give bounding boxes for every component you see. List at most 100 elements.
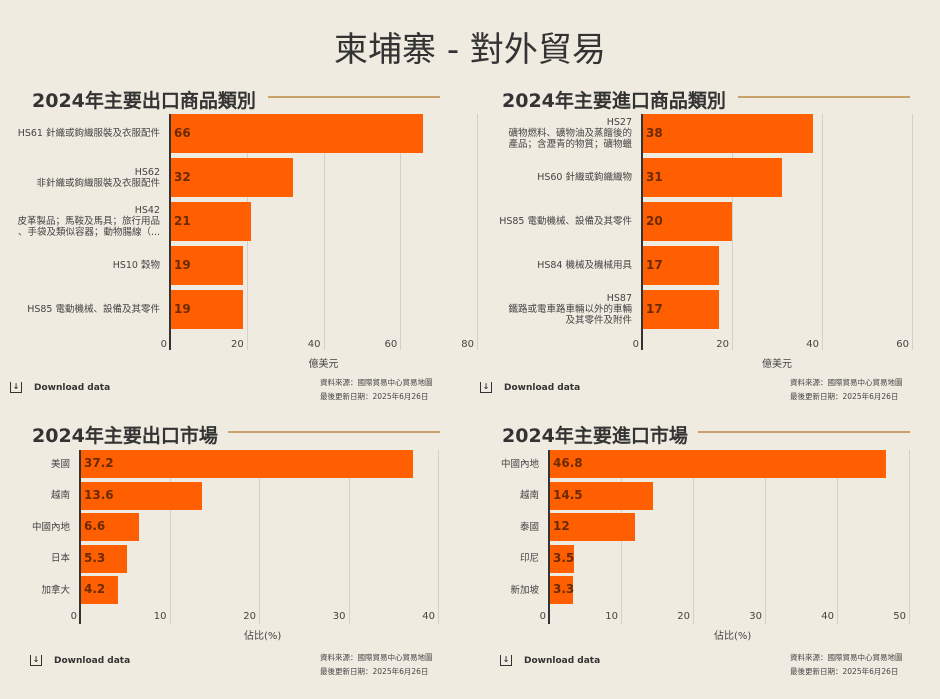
bar[interactable] [80,576,118,604]
tick-label: 40 [307,339,321,350]
bar[interactable] [170,246,243,285]
tick-label: 20 [677,611,690,622]
gridline [323,114,325,350]
download-data-button[interactable]: ↓ Download data [480,382,580,393]
category-label-line: 新加坡 [510,584,539,596]
bar[interactable] [80,481,202,510]
gridline [909,450,910,624]
source-note: 資料來源：國際貿易中心貿易地圖 最後更新日期：2025年6月26日 [790,651,903,679]
export-markets-chart: 2024年主要出口市場 0 10 20 30 40 37.2 美國 13.6 越南 6.6 中國內地 5… [0,425,440,679]
tick-label: 60 [384,339,398,350]
category-label-line: 中國內地 [31,521,70,533]
category-label: 越南 [470,482,539,510]
gridline [438,450,439,624]
bar[interactable] [642,246,719,285]
gridline [693,450,694,624]
tick-label: 50 [893,611,906,622]
category-label: HS87 鐵路或電車路車輛以外的車輛 及其零件及附件 [470,290,632,329]
category-label: 越南 [0,482,70,510]
bar[interactable] [642,290,719,329]
tick-label: 60 [896,339,909,350]
category-label-line: 越南 [50,490,70,501]
download-data-button[interactable]: ↓ Download data [500,655,600,666]
download-label: Download data [504,382,581,393]
import-markets-chart: 2024年主要進口市場 0 10 20 30 40 50 46.8 中國內地 14.5 越南 12 泰國… [470,0,940,699]
category-label-line: HS84 機械及機械用具 [537,260,632,271]
bar[interactable] [549,513,636,541]
tick-label: 10 [605,611,618,622]
bar[interactable] [549,576,573,604]
tick-label: 80 [461,339,474,350]
gridline [912,114,913,350]
chart-title: 2024年主要出口商品類別 [32,90,256,112]
tick-label: 0 [632,339,639,350]
bar-value-label: 14.5 [553,487,583,502]
bar-value-label: 32 [174,169,191,184]
bar[interactable] [549,481,654,510]
download-data-button[interactable]: ↓ Download data [30,655,130,666]
category-label-line: HS27 [606,117,632,128]
bar[interactable] [549,450,886,478]
source-note: 資料來源：國際貿易中心貿易地圖 最後更新日期：2025年6月26日 [320,651,433,679]
tick-label: 0 [70,611,77,622]
bar[interactable] [170,158,293,197]
category-label-line: HS10 穀物 [112,260,160,271]
category-label-line: HS61 針織或鉤織服裝及衣服配件 [17,128,160,139]
bar[interactable] [170,202,251,241]
bar-value-label: 46.8 [553,456,583,470]
bar-value-label: 19 [174,301,191,316]
source-note: 資料來源：國際貿易中心貿易地圖 最後更新日期：2025年6月26日 [790,376,903,404]
title-divider [228,431,440,433]
category-label: 印尼 [470,545,539,573]
category-label: 加拿大 [0,576,70,604]
gridline [169,450,171,624]
source-text: 資料來源：國際貿易中心貿易地圖 [790,378,903,387]
bar[interactable] [642,158,782,197]
category-label-line: HS42 [134,205,160,216]
updated-date: 最後更新日期：2025年6月26日 [790,392,899,401]
category-label-line: 美國 [50,458,70,470]
category-label: 日本 [0,545,70,573]
tick-label: 30 [332,611,346,622]
tick-label: 20 [716,339,729,350]
bar[interactable] [80,513,140,541]
bar[interactable] [642,202,732,241]
bar[interactable] [80,544,128,573]
category-label-line: 及其零件及附件 [565,315,632,326]
chart-title: 2024年主要出口市場 [32,425,218,447]
category-label: HS61 針織或鉤織服裝及衣服配件 [0,114,160,153]
bar[interactable] [170,290,243,329]
download-label: Download data [54,655,131,666]
download-icon: ↓ [480,382,492,393]
category-label: HS60 針織或鉤織織物 [470,158,632,197]
bar[interactable] [642,114,813,153]
category-label: 泰國 [470,513,539,541]
bar-value-label: 13.6 [84,487,114,502]
tick-label: 0 [539,611,546,622]
category-label-line: 鐵路或電車路車輛以外的車輛 [508,304,632,315]
category-label: HS27 礦物燃料、礦物油及蒸餾後的 產品；含瀝青的物質；礦物蠟 [470,114,632,153]
category-label-line: 中國內地 [500,458,539,470]
gridline [348,450,350,624]
download-label: Download data [34,382,111,393]
download-data-button[interactable]: ↓ Download data [10,382,110,393]
category-label-line: 印尼 [519,553,539,564]
bar[interactable] [80,450,413,478]
category-label-line: 產品；含瀝青的物質；礦物蠟 [508,139,632,150]
download-label: Download data [524,655,601,666]
tick-label: 20 [243,611,256,622]
y-axis-line [641,114,643,350]
page-title: 柬埔寨 - 對外貿易 [334,30,606,70]
updated-date: 最後更新日期：2025年6月26日 [790,667,899,676]
category-label: HS62 非針織或鉤織服裝及衣服配件 [0,158,160,197]
bar[interactable] [170,114,424,153]
tick-label: 40 [422,611,435,622]
tick-label: 10 [153,611,167,622]
gridline [259,450,260,624]
gridline [765,450,766,624]
bar-value-label: 38 [646,125,663,140]
bar-value-label: 17 [646,257,663,272]
bar[interactable] [549,544,575,573]
download-icon: ↓ [30,655,42,666]
